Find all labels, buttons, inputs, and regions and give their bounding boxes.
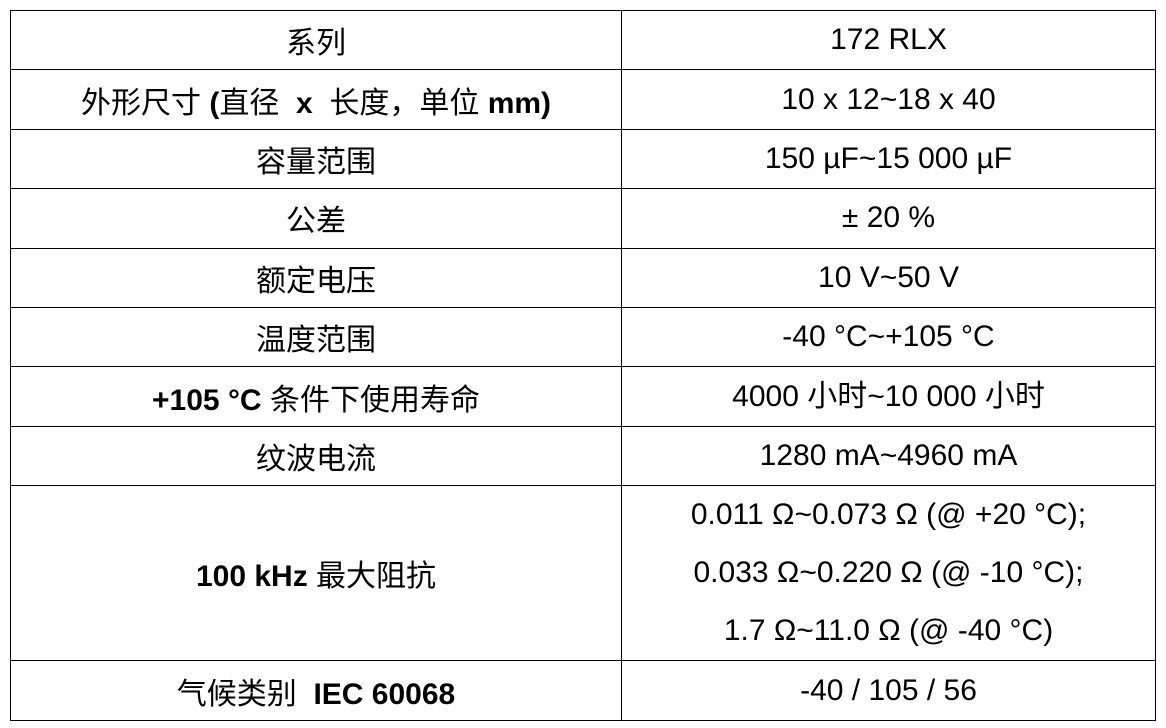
label-text: 系列 [286, 27, 346, 61]
label-text: 直径 [219, 86, 288, 120]
table-row: +105 °C 条件下使用寿命 4000 小时~10 000 小时 [10, 366, 1156, 427]
label-text: ( [209, 86, 220, 120]
value-text: -40 / 105 / 56 [800, 673, 977, 707]
label-cell: 纹波电流 [10, 425, 622, 487]
label-text: IEC 60068 [305, 677, 456, 711]
label-text: 长度，单位 [321, 86, 488, 120]
label-cell: 外形尺寸 (直径 x 长度，单位 mm) [10, 69, 622, 130]
table-row: 气候类别 IEC 60068 -40 / 105 / 56 [10, 660, 1156, 721]
label-cell: 系列 [10, 9, 622, 71]
value-text: 1.7 Ω~11.0 Ω (@ -40 °C) [723, 614, 1054, 648]
table-row: 额定电压 10 V~50 V [10, 247, 1156, 308]
label-text: 纹波电流 [256, 442, 376, 476]
value-text: 0.011 Ω~0.073 Ω (@ +20 °C); [690, 498, 1087, 532]
label-text: 温度范围 [256, 324, 376, 358]
label-text: 公差 [286, 205, 346, 239]
value-cell: -40 / 105 / 56 [621, 660, 1156, 721]
label-text: 最大阻抗 [307, 560, 437, 594]
value-text: 172 RLX [830, 23, 947, 57]
value-cell: ± 20 % [621, 188, 1156, 249]
value-cell: -40 °C~+105 °C [621, 306, 1156, 368]
value-cell: 4000 小时~10 000 小时 [621, 366, 1156, 427]
label-cell: 额定电压 [10, 247, 622, 308]
value-text: ± 20 % [841, 201, 936, 235]
table-row: 系列 172 RLX [10, 9, 1156, 71]
label-text: 气候类别 [176, 677, 306, 711]
table-row: 外形尺寸 (直径 x 长度，单位 mm) 10 x 12~18 x 40 [10, 69, 1156, 130]
value-text: 0.033 Ω~0.220 Ω (@ -10 °C); [693, 556, 1084, 590]
label-cell: 气候类别 IEC 60068 [10, 660, 622, 721]
value-cell: 10 x 12~18 x 40 [621, 69, 1156, 130]
label-text: mm) [487, 86, 552, 120]
value-cell: 1280 mA~4960 mA [621, 425, 1156, 487]
label-cell: 100 kHz 最大阻抗 [10, 485, 622, 662]
table-row: 温度范围 -40 °C~+105 °C [10, 306, 1156, 368]
value-text: -40 °C~+105 °C [782, 320, 995, 354]
label-text: +105 °C [152, 383, 262, 417]
value-text: 4000 小时~10 000 小时 [732, 379, 1045, 413]
value-cell: 0.011 Ω~0.073 Ω (@ +20 °C); 0.033 Ω~0.220… [621, 485, 1156, 662]
spec-table: 系列 172 RLX 外形尺寸 (直径 x 长度，单位 mm) 10 x 12~18 … [10, 9, 1156, 721]
value-text: 10 x 12~18 x 40 [781, 82, 996, 116]
table-row: 纹波电流 1280 mA~4960 mA [10, 425, 1156, 487]
value-text: 150 µF~15 000 µF [764, 141, 1013, 175]
label-cell: 容量范围 [10, 128, 622, 190]
label-cell: +105 °C 条件下使用寿命 [10, 366, 622, 427]
label-text: 额定电压 [256, 264, 376, 298]
label-text: x [287, 86, 322, 120]
label-cell: 公差 [10, 188, 622, 249]
table-row: 公差 ± 20 % [10, 188, 1156, 249]
label-cell: 温度范围 [10, 306, 622, 368]
label-text: 条件下使用寿命 [261, 383, 480, 417]
value-text: 1280 mA~4960 mA [759, 438, 1018, 472]
table-row: 容量范围 150 µF~15 000 µF [10, 128, 1156, 190]
label-text: 外形尺寸 [80, 86, 210, 120]
value-cell: 10 V~50 V [621, 247, 1156, 308]
table-row: 100 kHz 最大阻抗 0.011 Ω~0.073 Ω (@ +20 °C); 0… [10, 485, 1156, 662]
value-text: 10 V~50 V [818, 260, 959, 294]
value-cell: 150 µF~15 000 µF [621, 128, 1156, 190]
value-cell: 172 RLX [621, 9, 1156, 71]
label-text: 100 kHz [195, 560, 308, 594]
label-text: 容量范围 [256, 145, 376, 179]
